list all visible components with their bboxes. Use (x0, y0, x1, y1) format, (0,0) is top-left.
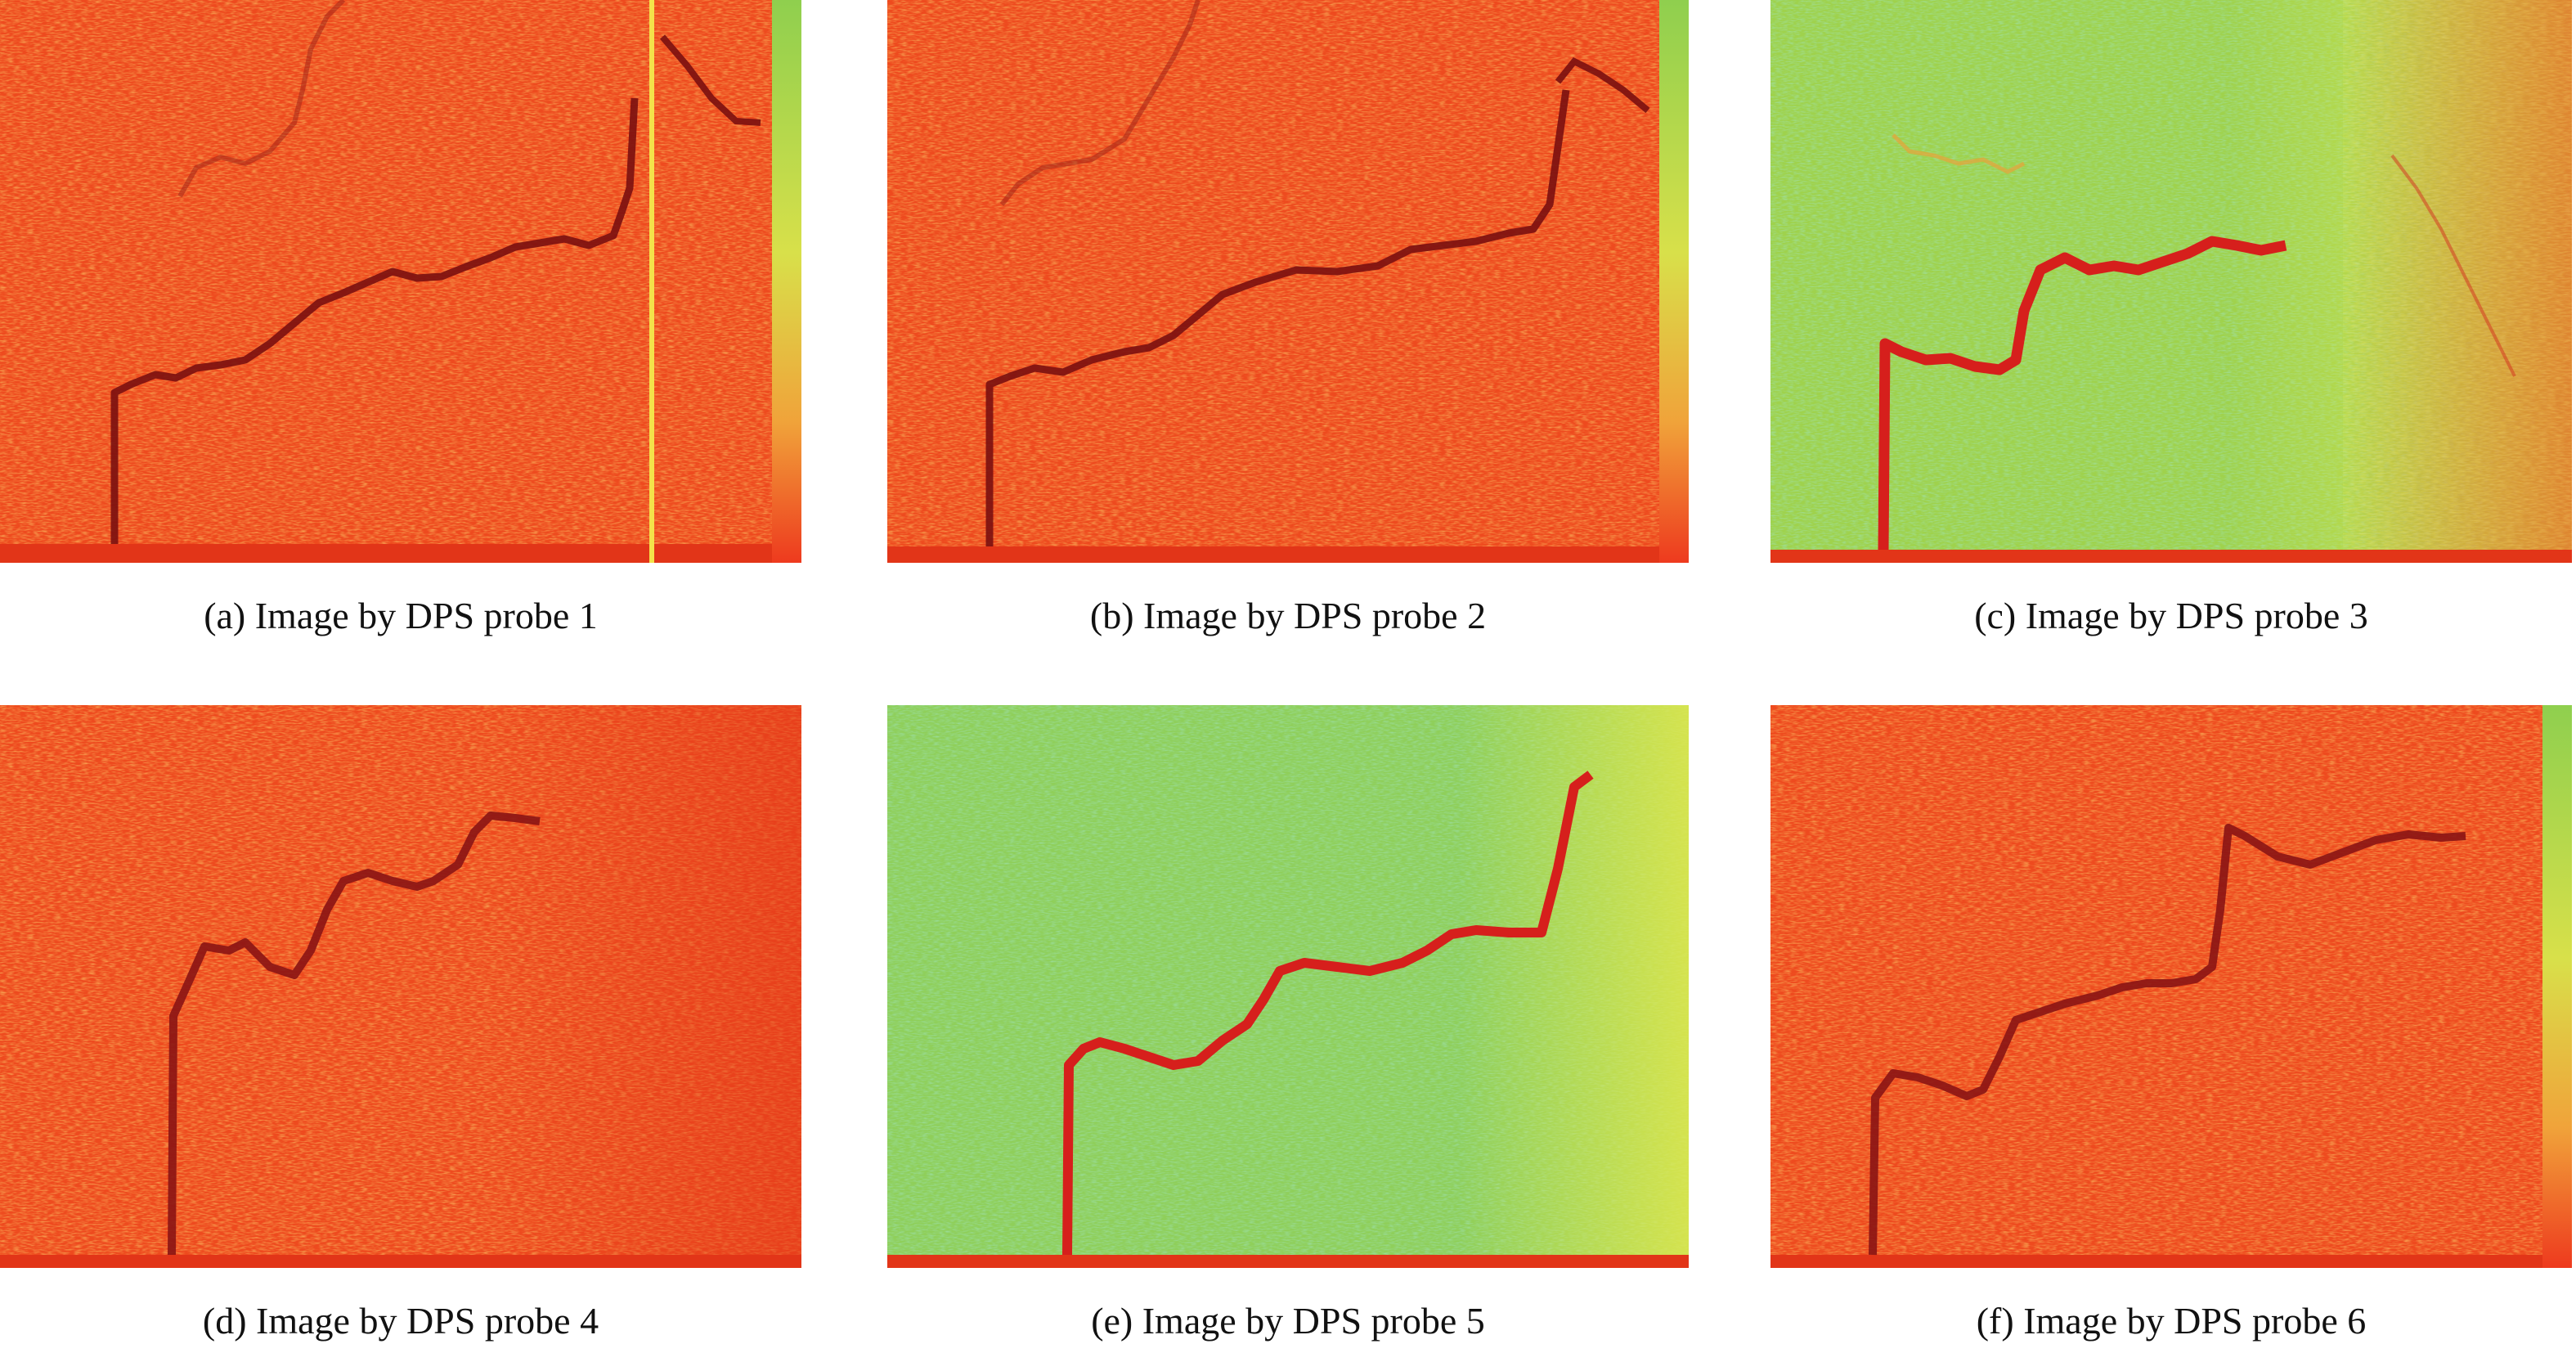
spectrogram-panel-e (887, 705, 1689, 1268)
spectrogram-image-d (0, 705, 801, 1268)
spectrogram-image-b (887, 0, 1689, 563)
spectrogram-image-f (1770, 705, 2572, 1268)
panel-caption-d: (d) Image by DPS probe 4 (202, 1300, 599, 1342)
panel-caption-c: (c) Image by DPS probe 3 (1974, 595, 2368, 636)
panel-caption-b: (b) Image by DPS probe 2 (1089, 595, 1487, 636)
spectrogram-image-c (1770, 0, 2572, 563)
spectrogram-image-a (0, 0, 801, 563)
panel-caption-f: (f) Image by DPS probe 6 (1976, 1300, 2367, 1342)
spectrogram-panel-d (0, 705, 801, 1268)
spectrogram-panel-b (887, 0, 1689, 563)
spectrogram-panel-f (1770, 705, 2572, 1268)
panel-caption-e: (e) Image by DPS probe 5 (1091, 1300, 1485, 1342)
spectrogram-panel-a (0, 0, 801, 563)
spectrogram-image-e (887, 705, 1689, 1268)
panel-caption-a: (a) Image by DPS probe 1 (204, 595, 598, 636)
spectrogram-panel-c (1770, 0, 2572, 563)
